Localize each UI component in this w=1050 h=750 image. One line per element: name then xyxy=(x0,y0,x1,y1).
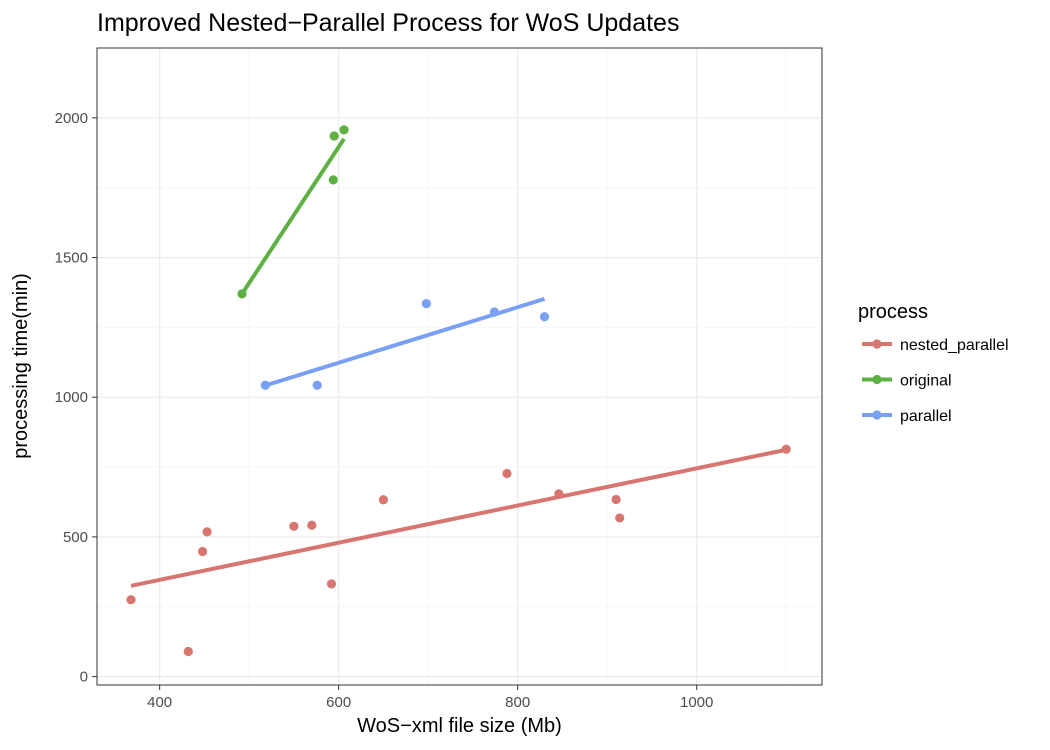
data-points xyxy=(126,125,791,657)
legend-key-point-nested-parallel xyxy=(872,339,882,349)
legend-title: process xyxy=(858,301,928,323)
x-axis-ticks: 400 600 800 1000 xyxy=(147,685,713,711)
data-point-nested-parallel xyxy=(202,527,212,537)
data-point-nested-parallel xyxy=(554,489,564,499)
data-point-nested-parallel xyxy=(198,546,208,557)
legend-key-point-parallel xyxy=(872,410,882,420)
trend-line-nested-parallel xyxy=(130,447,787,588)
y-tick-label: 0 xyxy=(80,669,88,686)
data-point-parallel xyxy=(260,380,270,390)
plot-panel-border xyxy=(96,47,823,686)
x-tick-label: 1000 xyxy=(680,694,713,711)
data-point-nested-parallel xyxy=(326,579,337,589)
data-point-nested-parallel xyxy=(307,520,317,530)
data-point-nested-parallel xyxy=(502,468,512,479)
legend-label-original: original xyxy=(900,373,952,390)
legend-items: nested_parallel original parallel xyxy=(862,337,1009,425)
x-tick-label: 800 xyxy=(505,694,530,711)
y-tick-label: 2000 xyxy=(55,110,88,127)
y-tick-label: 1000 xyxy=(55,389,88,406)
data-point-nested-parallel xyxy=(615,513,625,523)
x-tick-label: 400 xyxy=(147,694,172,711)
legend-key-point-original xyxy=(872,374,882,385)
data-point-parallel xyxy=(539,312,550,322)
data-point-nested-parallel xyxy=(183,646,193,657)
x-axis-title: WoS−xml file size (Mb) xyxy=(357,715,562,737)
legend: process nested_parallel original parallel xyxy=(858,301,1009,425)
y-axis-ticks: 0 500 1000 1500 2000 xyxy=(55,110,97,686)
data-point-nested-parallel xyxy=(611,494,621,505)
data-point-original xyxy=(329,131,339,141)
plot-panel-background xyxy=(97,48,822,685)
data-point-parallel xyxy=(489,307,500,317)
data-point-original xyxy=(339,125,349,135)
y-tick-label: 1500 xyxy=(55,250,88,267)
data-point-parallel xyxy=(312,380,322,390)
grid-lines xyxy=(97,48,822,685)
legend-label-nested-parallel: nested_parallel xyxy=(900,337,1009,354)
data-point-nested-parallel xyxy=(781,444,791,454)
x-tick-label: 600 xyxy=(326,694,351,711)
chart-title: Improved Nested−Parallel Process for WoS… xyxy=(97,9,679,37)
trend-line-original xyxy=(240,137,346,295)
data-point-original xyxy=(328,175,338,185)
data-point-nested-parallel xyxy=(126,595,136,605)
data-point-parallel xyxy=(421,299,431,309)
y-axis-title: processing time(min) xyxy=(10,273,32,459)
data-point-nested-parallel xyxy=(378,495,389,505)
data-point-original xyxy=(237,289,247,299)
data-point-nested-parallel xyxy=(289,521,299,531)
y-tick-label: 500 xyxy=(63,529,88,546)
legend-label-parallel: parallel xyxy=(900,408,952,425)
